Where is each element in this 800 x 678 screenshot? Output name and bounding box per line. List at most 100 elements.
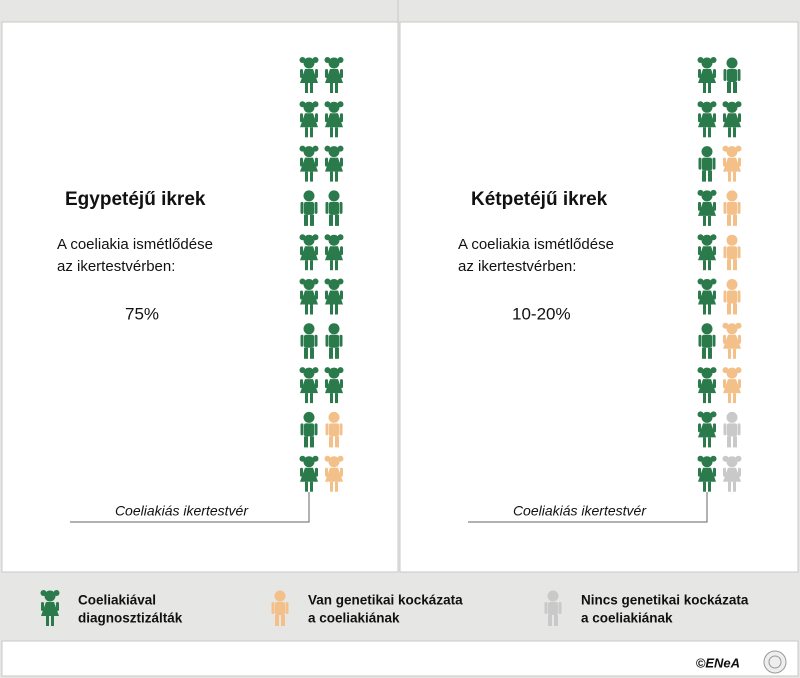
dress <box>300 69 318 83</box>
body <box>727 290 737 304</box>
pigtail <box>337 367 344 374</box>
arm <box>41 602 44 611</box>
leg <box>305 171 308 182</box>
leg <box>703 437 706 448</box>
legend-label: Nincs genetikai kockázata <box>581 593 749 608</box>
dress <box>325 246 343 261</box>
arm <box>558 602 562 614</box>
pigtail <box>697 189 704 196</box>
panel-description: az ikertestvérben: <box>57 258 175 275</box>
body <box>275 602 285 615</box>
girl-icon <box>299 234 319 271</box>
arm <box>737 69 741 81</box>
legend-label: Van genetikai kockázata <box>308 593 463 608</box>
boy-icon <box>325 323 343 359</box>
leg <box>305 260 308 271</box>
arm <box>56 602 59 611</box>
arm <box>723 467 726 477</box>
pigtail <box>710 101 717 108</box>
leg <box>703 481 706 492</box>
dress <box>325 157 343 172</box>
pigtail <box>337 455 344 462</box>
arm <box>713 467 716 477</box>
leg <box>329 436 333 448</box>
dress <box>325 290 343 305</box>
arm <box>698 201 701 211</box>
head <box>726 146 738 158</box>
dress <box>325 113 343 128</box>
arm <box>300 201 304 214</box>
arm <box>300 334 304 347</box>
leg <box>708 347 712 359</box>
arm <box>712 157 716 170</box>
arm <box>315 69 318 78</box>
arm <box>300 423 304 436</box>
arm <box>325 246 328 256</box>
legend-label: a coeliakiának <box>581 611 673 626</box>
girl-icon <box>324 101 344 138</box>
boy-icon <box>325 411 343 448</box>
panel-description: az ikertestvérben: <box>458 258 576 275</box>
boy-icon <box>723 57 741 93</box>
leg <box>727 214 731 226</box>
arm <box>300 467 303 477</box>
head <box>303 234 315 246</box>
leg <box>305 83 308 93</box>
pigtail <box>324 145 331 152</box>
dress <box>723 113 741 128</box>
arm <box>737 423 741 436</box>
panel-description: A coeliakia ismétlődése <box>458 236 614 253</box>
caption-line <box>70 492 310 523</box>
panel-title: Kétpetéjű ikrek <box>471 189 608 210</box>
dress <box>698 379 716 394</box>
arm <box>713 201 716 211</box>
pigtail <box>337 57 344 63</box>
body <box>727 201 737 215</box>
pigtail <box>324 278 331 285</box>
pigtail <box>735 145 742 152</box>
pigtail <box>299 367 306 374</box>
body <box>304 423 314 437</box>
legend-label: Coeliakiával <box>78 593 156 608</box>
arm <box>300 246 303 256</box>
head <box>701 323 713 335</box>
arm <box>713 379 716 389</box>
pigtail <box>324 367 331 374</box>
arm <box>340 157 343 167</box>
head <box>701 57 713 69</box>
arm <box>300 290 303 300</box>
leg <box>733 259 737 271</box>
head <box>44 590 56 602</box>
leg <box>304 436 308 448</box>
leg <box>330 304 333 315</box>
girl-icon <box>697 455 717 492</box>
leg <box>703 304 706 315</box>
pigtail <box>299 278 306 285</box>
arm <box>325 157 328 167</box>
girl-icon <box>299 57 319 93</box>
head <box>303 411 315 423</box>
pigtail <box>312 145 319 152</box>
pigtail <box>697 278 704 285</box>
body <box>304 201 314 215</box>
dress <box>698 467 716 482</box>
pigtail <box>710 367 717 374</box>
arm <box>340 290 343 300</box>
head <box>328 367 340 379</box>
arm <box>698 423 701 433</box>
pigtail <box>697 367 704 374</box>
leg <box>305 127 308 138</box>
pigtail <box>337 234 344 241</box>
arm <box>713 290 716 300</box>
boy-icon <box>300 190 318 226</box>
boy-icon <box>723 279 741 315</box>
arm <box>723 290 727 303</box>
leg <box>733 348 736 359</box>
pigtail <box>337 145 344 152</box>
girl-icon <box>299 367 319 404</box>
leg <box>310 393 313 404</box>
girl-icon <box>697 278 717 315</box>
leg <box>335 260 338 271</box>
pigtail <box>710 455 717 462</box>
leg <box>548 615 552 626</box>
